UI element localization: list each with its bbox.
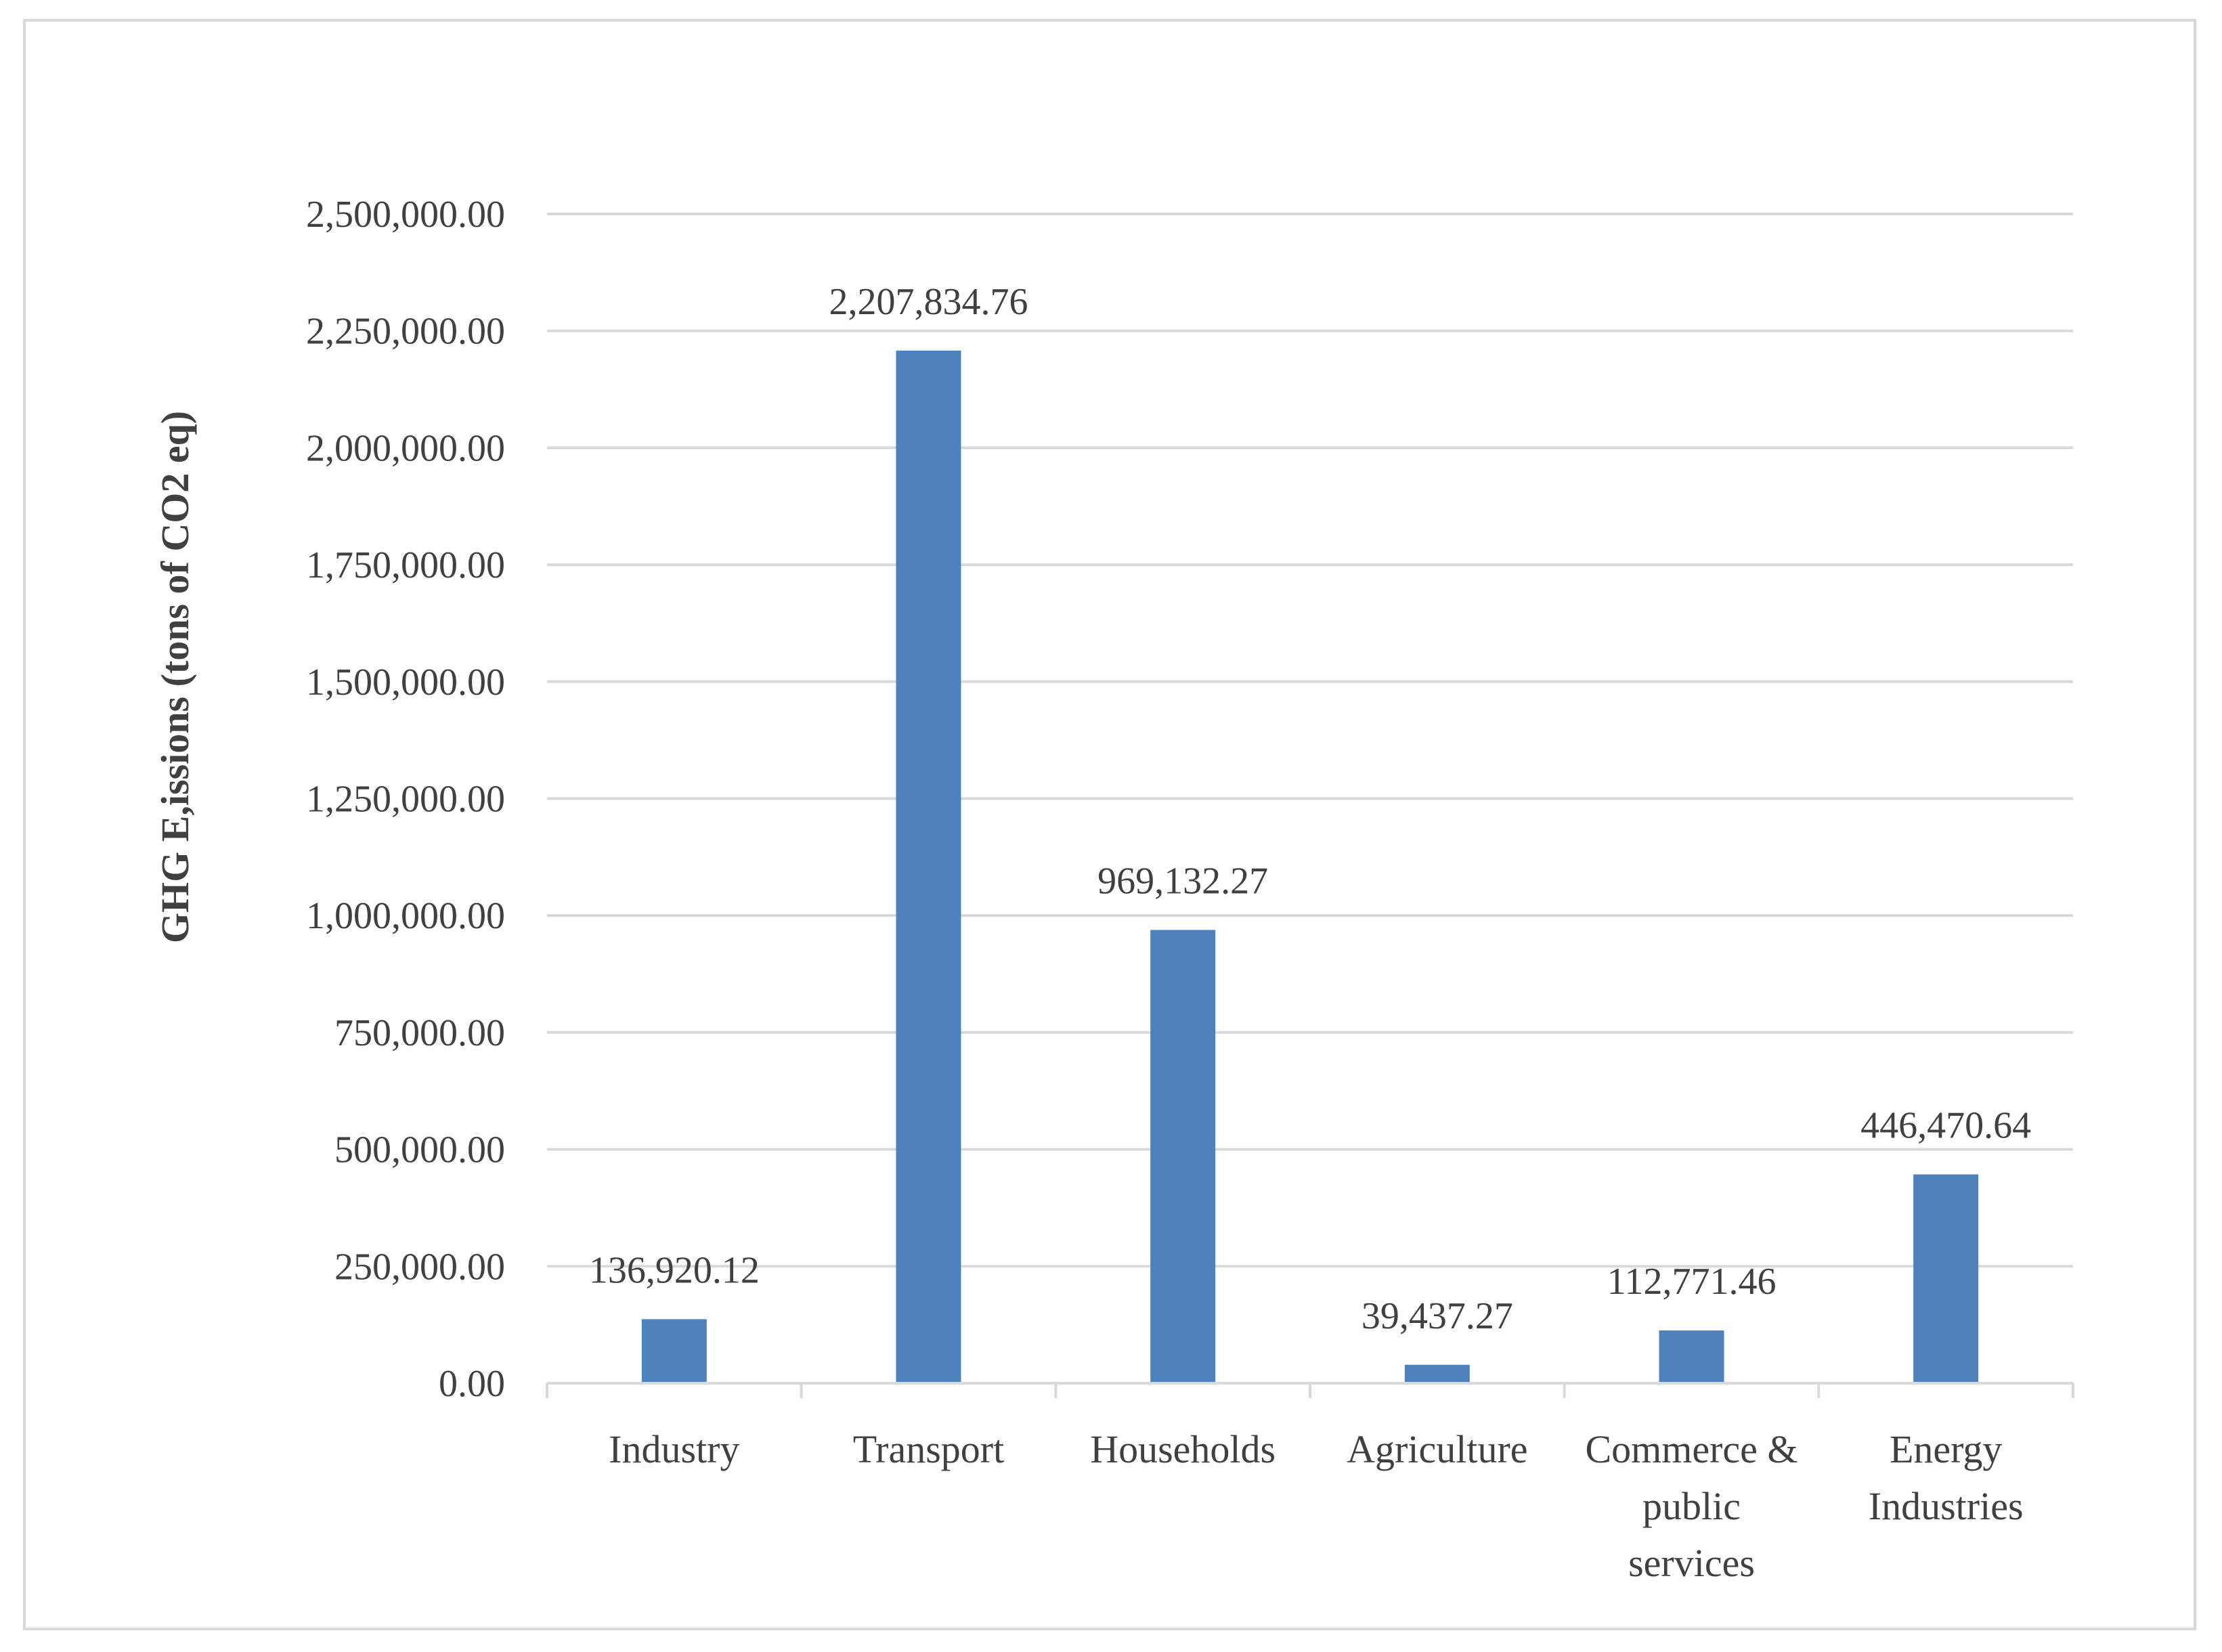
y-tick-label: 0.00 bbox=[439, 1363, 505, 1405]
category-label: Commerce & public services bbox=[1585, 1427, 1798, 1585]
chart-frame bbox=[23, 19, 2196, 1630]
bar bbox=[1404, 1364, 1470, 1383]
category-labels: Industry Transport Households Agriculture Co… bbox=[609, 1427, 2023, 1585]
category-label: Households bbox=[1090, 1427, 1276, 1471]
y-tick-label: 250,000.00 bbox=[334, 1246, 505, 1288]
y-tick-label: 1,000,000.00 bbox=[306, 895, 505, 937]
data-label: 39,437.27 bbox=[1361, 1295, 1513, 1337]
gridlines bbox=[547, 213, 2073, 1268]
data-labels: 136,920.12 2,207,834.76 969,132.27 39,437.2… bbox=[589, 281, 2031, 1337]
category-label: Energy Industries bbox=[1869, 1427, 2024, 1528]
data-label: 446,470.64 bbox=[1860, 1105, 2031, 1147]
data-label: 136,920.12 bbox=[589, 1249, 760, 1291]
y-tick-label: 2,000,000.00 bbox=[306, 427, 505, 469]
y-axis-title: GHG E,issions (tons of CO2 eq) bbox=[153, 411, 197, 943]
category-label: Agriculture bbox=[1347, 1427, 1527, 1471]
category-label: Transport bbox=[853, 1427, 1004, 1471]
y-tick-label: 2,500,000.00 bbox=[306, 194, 505, 236]
bar bbox=[1659, 1330, 1724, 1383]
bar bbox=[1913, 1174, 1979, 1383]
bar bbox=[896, 350, 961, 1383]
y-tick-label: 1,750,000.00 bbox=[306, 544, 505, 586]
y-tick-label: 1,500,000.00 bbox=[306, 661, 505, 703]
category-label: Industry bbox=[609, 1427, 739, 1471]
y-axis-tick-labels: 0.00 250,000.00 500,000.00 750,000.00 1,000,… bbox=[306, 194, 505, 1405]
bar bbox=[641, 1319, 707, 1383]
x-axis bbox=[546, 1382, 2074, 1398]
y-tick-label: 1,250,000.00 bbox=[306, 779, 505, 821]
y-tick-label: 2,250,000.00 bbox=[306, 311, 505, 353]
data-label: 969,132.27 bbox=[1097, 861, 1268, 903]
y-tick-label: 750,000.00 bbox=[334, 1012, 505, 1054]
y-tick-label: 500,000.00 bbox=[334, 1129, 505, 1171]
data-label: 112,771.46 bbox=[1607, 1261, 1777, 1303]
bar bbox=[1150, 930, 1216, 1383]
bars bbox=[641, 350, 1979, 1383]
data-label: 2,207,834.76 bbox=[829, 281, 1028, 323]
